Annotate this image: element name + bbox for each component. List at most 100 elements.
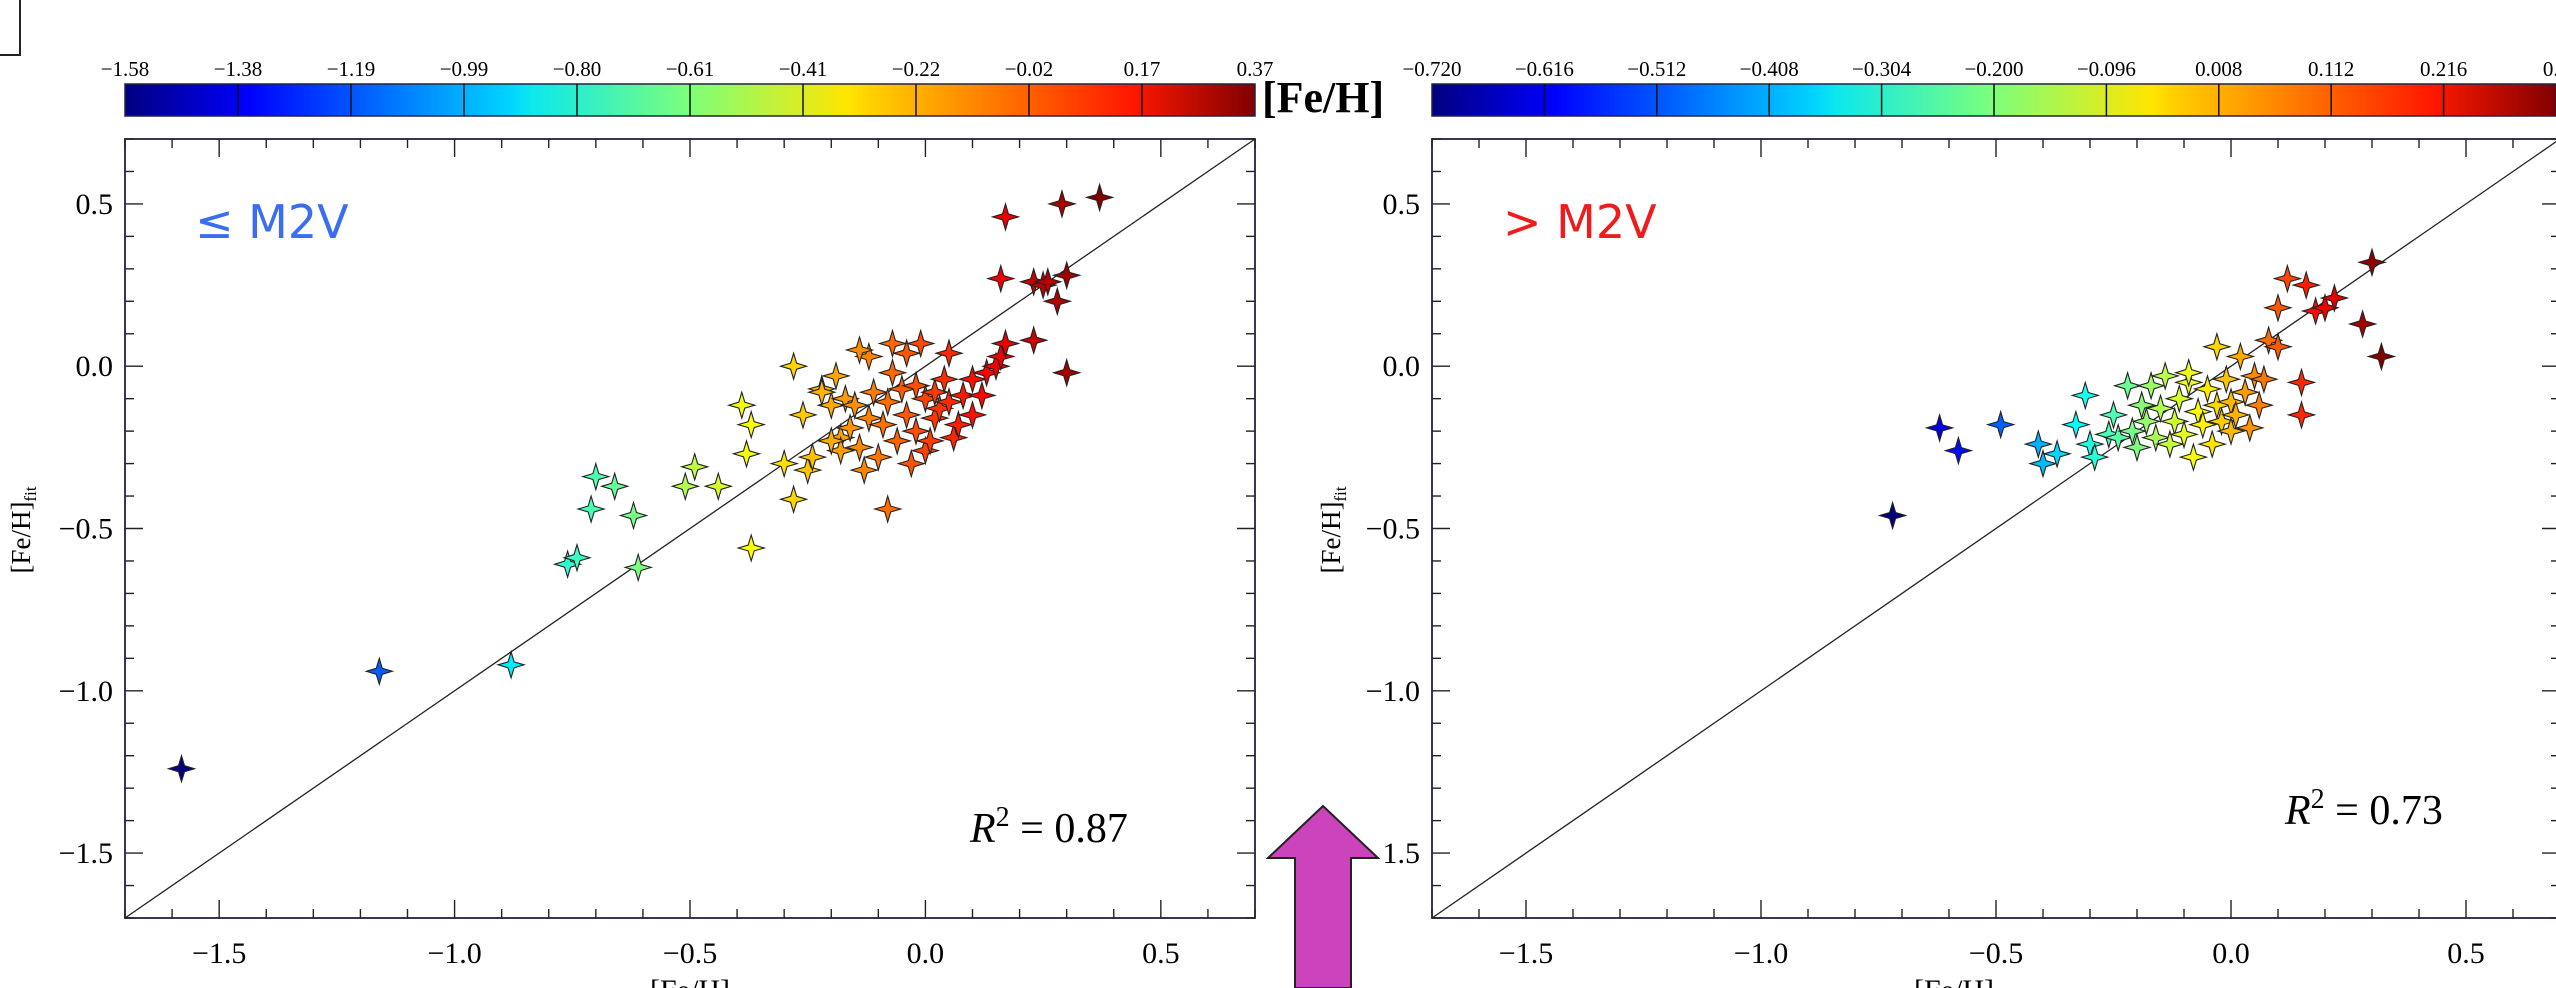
data-point xyxy=(2253,325,2284,356)
data-point xyxy=(2112,370,2143,401)
data-point xyxy=(835,412,866,443)
data-point xyxy=(2028,448,2058,479)
data-point xyxy=(726,390,757,421)
data-point xyxy=(778,351,809,382)
data-point xyxy=(1877,500,1908,531)
data-point xyxy=(2239,360,2270,391)
data-point xyxy=(929,364,960,395)
data-point xyxy=(2263,331,2293,362)
data-point xyxy=(2366,341,2397,372)
data-point xyxy=(2319,283,2350,313)
y-tick-label: −0.5 xyxy=(1366,513,1420,546)
data-point xyxy=(2150,360,2181,391)
data-point xyxy=(2272,263,2303,294)
y-tick-label: −1.0 xyxy=(1366,675,1420,708)
data-point xyxy=(872,494,903,524)
data-point xyxy=(877,328,908,359)
data-point xyxy=(166,753,197,784)
data-point xyxy=(2248,364,2279,395)
r2-annotation: R2 = 0.73 xyxy=(2284,784,2443,834)
data-point xyxy=(872,386,903,417)
data-point xyxy=(2060,409,2091,440)
data-point xyxy=(2136,370,2167,401)
data-point xyxy=(957,364,988,395)
data-point xyxy=(2126,390,2157,421)
colorbar-tick-label: −0.304 xyxy=(1852,57,1912,81)
x-tick-label: 0.5 xyxy=(2447,937,2485,970)
x-axis-label: [Fe/H] xyxy=(650,974,730,988)
y-tick-label: −1.0 xyxy=(59,675,113,708)
y-tick-label: 0.0 xyxy=(1383,350,1421,383)
data-point xyxy=(2023,429,2054,460)
data-point xyxy=(2187,409,2218,440)
data-point xyxy=(806,377,837,408)
data-point xyxy=(797,442,828,473)
data-point xyxy=(769,448,800,479)
colorbar-tick-label: −0.512 xyxy=(1627,57,1686,81)
data-point xyxy=(2357,247,2387,278)
data-point xyxy=(2122,432,2152,463)
data-point xyxy=(905,328,936,359)
data-point xyxy=(2192,373,2223,404)
data-point xyxy=(2103,422,2134,453)
data-point xyxy=(1924,412,1955,443)
data-point xyxy=(2140,422,2171,453)
data-point xyxy=(599,471,630,502)
data-point xyxy=(788,399,818,430)
data-point xyxy=(957,399,988,430)
colorbar-tick-label: −0.096 xyxy=(2077,57,2136,81)
data-point xyxy=(2070,380,2101,411)
data-point xyxy=(948,380,979,411)
colorbar-tick-label: −0.02 xyxy=(1005,57,1054,81)
reference-line xyxy=(124,138,1256,919)
data-point xyxy=(2291,270,2322,301)
data-point xyxy=(868,409,898,440)
data-point xyxy=(844,335,875,365)
data-point xyxy=(1047,188,1077,219)
data-point xyxy=(792,455,823,486)
y-axis-label: [Fe/H]fit xyxy=(6,486,40,573)
data-point xyxy=(2286,399,2317,430)
x-tick-label: −1.0 xyxy=(427,937,481,970)
data-point xyxy=(844,432,875,463)
data-point xyxy=(896,448,927,479)
data-point xyxy=(882,425,913,456)
data-point xyxy=(1018,325,1049,356)
y-axis-label: [Fe/H]fit xyxy=(1316,486,1350,573)
data-point xyxy=(623,552,654,583)
data-point xyxy=(1032,266,1063,297)
data-point xyxy=(985,263,1016,294)
data-point xyxy=(2263,292,2293,323)
data-point xyxy=(580,461,611,492)
data-point xyxy=(576,494,607,524)
data-point xyxy=(736,533,767,563)
data-point xyxy=(919,377,950,408)
data-point xyxy=(849,455,880,486)
data-point xyxy=(2079,442,2110,473)
data-point xyxy=(966,380,997,411)
data-point xyxy=(853,403,884,434)
data-point xyxy=(901,416,931,447)
data-point xyxy=(618,500,649,531)
data-point xyxy=(891,399,922,430)
data-point xyxy=(2216,416,2246,447)
data-point xyxy=(877,357,908,388)
y-tick-label: −1.5 xyxy=(59,837,113,870)
data-point xyxy=(2244,390,2275,421)
data-point xyxy=(2286,367,2317,398)
data-point xyxy=(1943,435,1974,466)
data-point xyxy=(924,393,955,424)
y-tick-label: 0.5 xyxy=(76,188,114,221)
data-point xyxy=(2234,412,2265,443)
colorbar-tick-label: 0.112 xyxy=(2308,57,2354,81)
colorbar-title: [Fe/H] xyxy=(1262,73,1384,122)
colorbar-tick-label: 0.3 xyxy=(2543,57,2556,81)
colorbar-tick-label: −0.408 xyxy=(1740,57,1799,81)
data-point xyxy=(910,383,941,414)
x-tick-label: −1.5 xyxy=(192,937,246,970)
colorbar-tick-label: 0.37 xyxy=(1237,57,1274,81)
data-point xyxy=(938,422,969,453)
data-point xyxy=(943,409,974,440)
r2-annotation: R2 = 0.87 xyxy=(969,802,1128,852)
data-point xyxy=(990,201,1021,232)
